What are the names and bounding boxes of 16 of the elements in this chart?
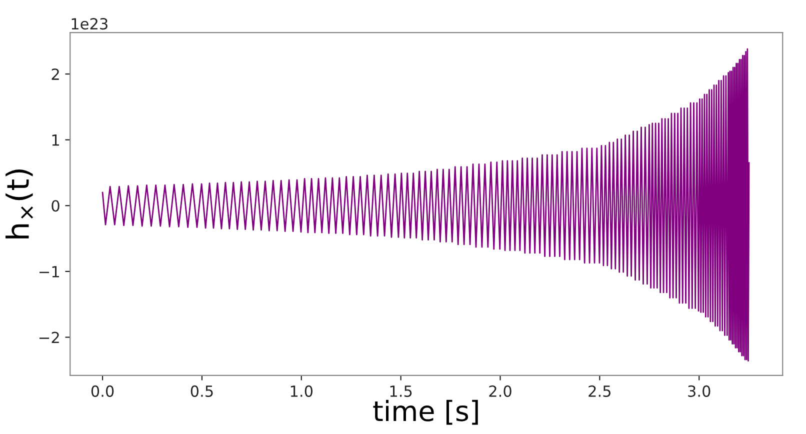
x-tick-label: 1.0	[290, 385, 313, 397]
x-tick-label: 0.0	[91, 385, 114, 397]
y-tick-label: −2	[39, 332, 59, 344]
x-tick-label: 2.5	[588, 385, 610, 397]
y-axis-title: h$_{×}$(t)	[6, 169, 34, 238]
line-series	[102, 48, 750, 362]
x-tick-label: 0.5	[190, 385, 213, 397]
x-tick-label: 1.5	[390, 386, 412, 397]
y-tick-label: 2	[52, 68, 59, 80]
y-tick-label: 0	[52, 200, 60, 212]
text: 1e23	[72, 18, 108, 30]
x-tick-label: 2.0	[489, 385, 512, 397]
y-tick-label: −1	[39, 266, 59, 278]
x-axis-title: time [s]	[373, 400, 478, 425]
x-tick-label: 3.0	[688, 385, 710, 397]
y-tick-label: 1	[52, 134, 59, 146]
